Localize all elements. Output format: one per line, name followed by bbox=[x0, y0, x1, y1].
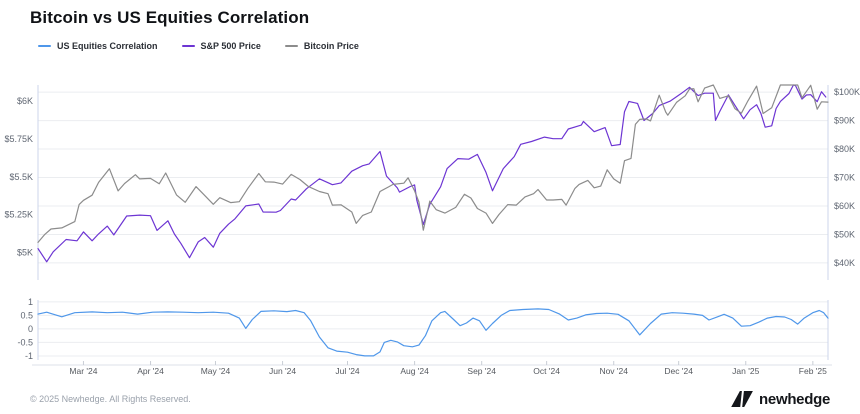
price-right-axis-label: $80K bbox=[834, 144, 855, 154]
price-left-axis-label: $5K bbox=[17, 248, 33, 258]
series-line-us-equities-correlation bbox=[37, 308, 829, 357]
x-axis-label: Jan '25 bbox=[732, 366, 759, 376]
x-axis-label: Apr '24 bbox=[137, 366, 164, 376]
chart-legend: US Equities Correlation S&P 500 Price Bi… bbox=[38, 41, 359, 51]
price-right-axis-label: $100K bbox=[834, 87, 860, 97]
legend-dash-icon bbox=[181, 45, 195, 47]
x-axis-label: Dec '24 bbox=[664, 366, 693, 376]
legend-item-sp500-price[interactable]: S&P 500 Price bbox=[181, 41, 261, 51]
price-right-axis-label: $60K bbox=[834, 201, 855, 211]
series-line-s-p-500-price bbox=[37, 84, 827, 263]
legend-label: Bitcoin Price bbox=[303, 41, 359, 51]
x-axis-label: May '24 bbox=[201, 366, 231, 376]
x-axis-label: Nov '24 bbox=[599, 366, 628, 376]
x-axis-label: Aug '24 bbox=[400, 366, 429, 376]
newhedge-logo-icon bbox=[731, 391, 753, 407]
legend-dash-icon bbox=[284, 45, 298, 47]
x-axis-label: Feb '25 bbox=[799, 366, 827, 376]
price-left-axis-label: $5.25K bbox=[4, 210, 33, 220]
x-axis-label: Oct '24 bbox=[533, 366, 560, 376]
legend-item-bitcoin-price[interactable]: Bitcoin Price bbox=[284, 41, 359, 51]
brand-logo: newhedge bbox=[729, 390, 830, 408]
price-left-axis-label: $5.75K bbox=[4, 134, 33, 144]
correlation-left-axis-label: 0.5 bbox=[20, 310, 33, 320]
price-left-axis-label: $6K bbox=[17, 96, 33, 106]
legend-label: US Equities Correlation bbox=[57, 41, 158, 51]
x-axis-label: Sep '24 bbox=[467, 366, 496, 376]
price-right-axis-label: $90K bbox=[834, 116, 855, 126]
correlation-left-axis-label: 1 bbox=[28, 297, 33, 307]
series-line-bitcoin-price bbox=[37, 84, 829, 243]
price-right-axis-label: $40K bbox=[834, 258, 855, 268]
copyright-text: © 2025 Newhedge. All Rights Reserved. bbox=[30, 394, 191, 404]
price-right-axis-label: $70K bbox=[834, 173, 855, 183]
correlation-left-axis-label: -1 bbox=[25, 351, 33, 361]
correlation-left-axis-label: -0.5 bbox=[17, 337, 33, 347]
legend-label: S&P 500 Price bbox=[200, 41, 261, 51]
x-axis-label: Mar '24 bbox=[69, 366, 97, 376]
legend-item-us-equities-correlation[interactable]: US Equities Correlation bbox=[38, 41, 158, 51]
chart-plot-area[interactable]: $5K $5.25K $5.5K $5.75K $6K $40K $50K $60K $70K $… bbox=[0, 0, 860, 384]
x-axis-label: Jun '24 bbox=[269, 366, 296, 376]
price-right-axis-label: $50K bbox=[834, 229, 855, 239]
page-footer: © 2025 Newhedge. All Rights Reserved. ne… bbox=[0, 384, 860, 414]
correlation-left-axis-label: 0 bbox=[28, 324, 33, 334]
brand-name: newhedge bbox=[759, 390, 830, 408]
legend-dash-icon bbox=[38, 45, 51, 47]
price-left-axis-label: $5.5K bbox=[9, 172, 33, 182]
x-axis-label: Jul '24 bbox=[335, 366, 360, 376]
page-title: Bitcoin vs US Equities Correlation bbox=[30, 8, 310, 27]
